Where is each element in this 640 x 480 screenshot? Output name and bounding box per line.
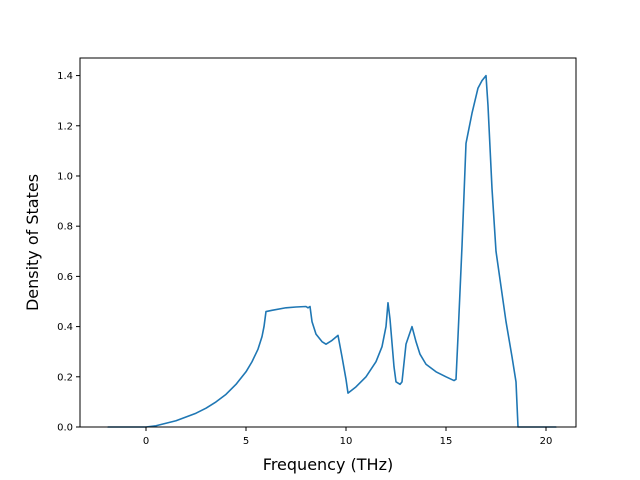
plot-area: [107, 74, 557, 428]
x-tick-label: 0: [143, 436, 149, 447]
x-tick-label: 20: [540, 436, 553, 447]
x-tick-label: 15: [440, 436, 453, 447]
y-tick-label: 0.2: [57, 372, 73, 383]
x-axis-label: Frequency (THz): [263, 455, 393, 474]
y-tick-label: 0.0: [57, 423, 73, 434]
series-line-0: [107, 74, 557, 428]
axes-frame: [79, 57, 577, 428]
x-tick-label: 5: [243, 436, 249, 447]
x-tick-label: 10: [340, 436, 353, 447]
axis-ticks: 0 5 10 15 20 0.0 0.2 0.4 0.6 0.8 1.0 1.2 1.4: [57, 71, 552, 447]
y-tick-label: 1.4: [57, 71, 73, 82]
y-tick-label: 0.8: [57, 222, 73, 233]
y-axis-label: Density of States: [23, 174, 42, 311]
y-tick-label: 0.4: [57, 322, 73, 333]
y-tick-label: 1.2: [57, 121, 73, 132]
y-tick-label: 1.0: [57, 171, 73, 182]
y-tick-label: 0.6: [57, 272, 73, 283]
